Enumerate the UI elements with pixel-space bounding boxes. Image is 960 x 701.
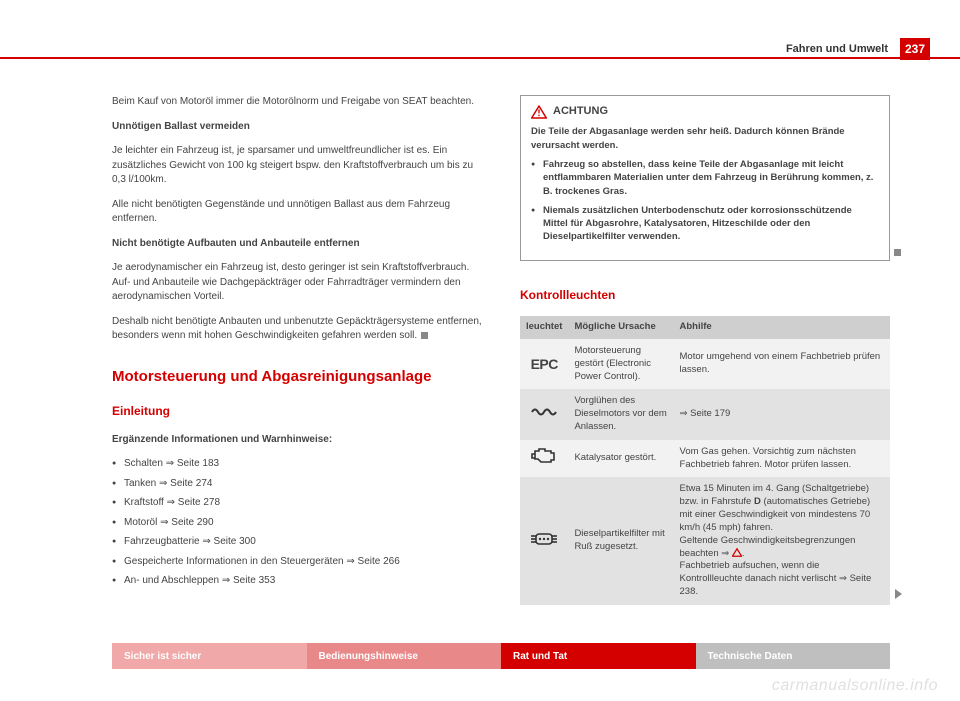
list-item: Schalten ⇒ Seite 183 — [112, 457, 482, 472]
glow-plug-icon — [530, 405, 558, 419]
paragraph: Je leichter ein Fahrzeug ist, je sparsam… — [112, 144, 482, 188]
paragraph: Je aerodynamischer ein Fahrzeug ist, des… — [112, 261, 482, 305]
list-item: Tanken ⇒ Seite 274 — [112, 477, 482, 492]
continue-arrow-icon — [895, 589, 902, 599]
table-header: Mögliche Ursache — [568, 316, 673, 339]
list-item: Fahrzeugbatterie ⇒ Seite 300 — [112, 535, 482, 550]
fix-cell: Vom Gas gehen. Vorsichtig zum nächsten F… — [674, 440, 890, 478]
watermark: carmanualsonline.info — [772, 677, 938, 695]
list-item: An- und Abschleppen ⇒ Seite 353 — [112, 574, 482, 589]
epc-icon: EPC — [531, 356, 558, 372]
table-header: leuchtet — [520, 316, 568, 339]
list-item: Kraftstoff ⇒ Seite 278 — [112, 496, 482, 511]
page-content: Beim Kauf von Motoröl immer die Motoröln… — [112, 95, 890, 621]
fix-cell: ⇒ Seite 179 — [674, 389, 890, 439]
cause-cell: Katalysator gestört. — [568, 440, 673, 478]
engine-icon — [531, 447, 557, 465]
heading-2: Kontrollleuchten — [520, 287, 890, 304]
list-item: Fahrzeug so abstellen, dass keine Teile … — [531, 158, 879, 198]
indicator-icon-cell — [520, 440, 568, 478]
section-end-icon — [894, 249, 901, 256]
paragraph: Beim Kauf von Motoröl immer die Motoröln… — [112, 95, 482, 110]
list-item: Gespeicherte Informationen in den Steuer… — [112, 555, 482, 570]
reference-list: Schalten ⇒ Seite 183 Tanken ⇒ Seite 274 … — [112, 457, 482, 589]
table-header-row: leuchtet Mögliche Ursache Abhilfe — [520, 316, 890, 339]
table-row: Katalysator gestört. Vom Gas gehen. Vors… — [520, 440, 890, 478]
table-row: EPC Motorsteuerung gestört (Electronic P… — [520, 339, 890, 389]
indicator-table: leuchtet Mögliche Ursache Abhilfe EPC Mo… — [520, 316, 890, 605]
warning-bullets: Fahrzeug so abstellen, dass keine Teile … — [531, 158, 879, 244]
fix-cell: Etwa 15 Minuten im 4. Gang (Schaltgetrie… — [674, 477, 890, 604]
indicator-icon-cell — [520, 477, 568, 604]
dpf-icon — [529, 530, 559, 548]
left-column: Beim Kauf von Motoröl immer die Motoröln… — [112, 95, 482, 621]
list-item: Niemals zusätzlichen Unterbodenschutz od… — [531, 204, 879, 244]
footer-tab: Technische Daten — [696, 643, 891, 669]
cause-cell: Motorsteuerung gestört (Electronic Power… — [568, 339, 673, 389]
footer-tab: Sicher ist sicher — [112, 643, 307, 669]
cause-cell: Vorglühen des Dieselmotors vor dem Anlas… — [568, 389, 673, 439]
table-row: Dieselpartikelfilter mit Ruß zugesetzt. … — [520, 477, 890, 604]
warning-text: Die Teile der Abgasanlage werden sehr he… — [531, 125, 879, 152]
warning-header: ACHTUNG — [531, 104, 879, 119]
paragraph: Alle nicht benötigten Gegenstände und un… — [112, 198, 482, 227]
table-header: Abhilfe — [674, 316, 890, 339]
warning-triangle-icon — [531, 105, 547, 119]
right-column: ACHTUNG Die Teile der Abgasanlage werden… — [520, 95, 890, 621]
footer-tab: Rat und Tat — [501, 643, 696, 669]
footer-tab: Bedienungshinweise — [307, 643, 502, 669]
table-row: Vorglühen des Dieselmotors vor dem Anlas… — [520, 389, 890, 439]
list-item: Motoröl ⇒ Seite 290 — [112, 516, 482, 531]
cause-cell: Dieselpartikelfilter mit Ruß zugesetzt. — [568, 477, 673, 604]
subheading: Nicht benötigte Aufbauten und Anbauteile… — [112, 237, 482, 252]
section-title: Fahren und Umwelt — [786, 43, 888, 55]
indicator-icon-cell: EPC — [520, 339, 568, 389]
indicator-table-wrap: leuchtet Mögliche Ursache Abhilfe EPC Mo… — [520, 316, 890, 605]
footer-tabs: Sicher ist sicher Bedienungshinweise Rat… — [112, 643, 890, 669]
fix-cell: Motor umgehend von einem Fachbetrieb prü… — [674, 339, 890, 389]
warning-title: ACHTUNG — [553, 104, 608, 119]
indicator-icon-cell — [520, 389, 568, 439]
warning-box: ACHTUNG Die Teile der Abgasanlage werden… — [520, 95, 890, 261]
heading-2: Einleitung — [112, 403, 482, 420]
subheading: Ergänzende Informationen und Warnhinweis… — [112, 433, 482, 448]
paragraph: Deshalb nicht benötigte Anbauten und unb… — [112, 315, 482, 344]
heading-1: Motorsteuerung und Abgasreinigungsanlage — [112, 366, 482, 388]
subheading: Unnötigen Ballast vermeiden — [112, 120, 482, 135]
section-end-icon — [421, 332, 428, 339]
header-rule — [0, 57, 960, 59]
